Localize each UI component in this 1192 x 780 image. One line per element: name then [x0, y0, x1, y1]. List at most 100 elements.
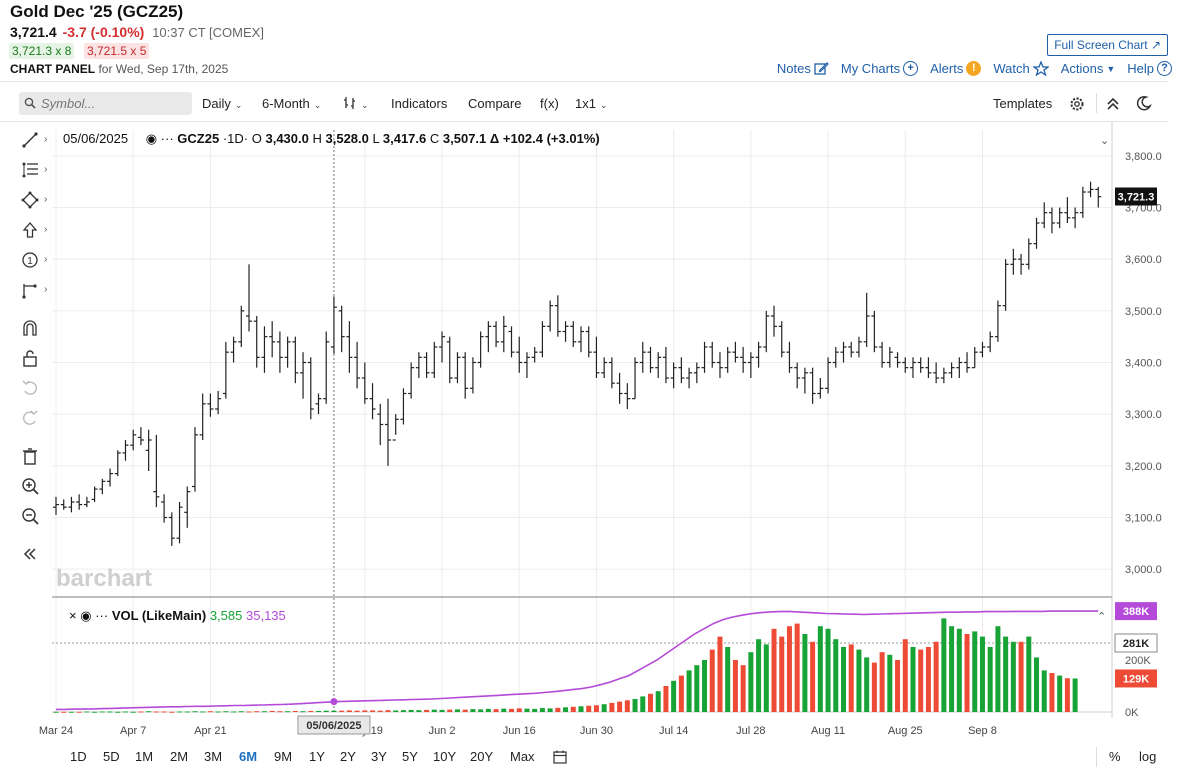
range-1m[interactable]: 1M	[135, 749, 154, 764]
layout-dropdown[interactable]: 1x1 ⌄	[575, 96, 608, 111]
actions-button[interactable]: Actions ▼	[1061, 61, 1116, 76]
ohlc-bar	[971, 347, 978, 369]
ohlc-bar	[292, 336, 299, 384]
chart-canvas[interactable]: 3,800.0 3,700.0 3,600.0 3,500.0 3,400.0 3,300…	[0, 122, 1192, 742]
ohlc-bar	[500, 316, 507, 353]
dark-mode-moon-icon[interactable]	[1136, 95, 1152, 111]
volume-bar	[910, 647, 916, 712]
full-screen-chart-button[interactable]: Full Screen Chart ↗	[1047, 34, 1168, 56]
date-tick-label: Apr 21	[194, 725, 226, 737]
range-10y[interactable]: 10Y	[433, 749, 457, 764]
ohlc-bar	[1056, 207, 1063, 229]
volume-bar	[524, 708, 530, 712]
more-icon[interactable]: ···	[95, 608, 109, 623]
chevron-right-icon[interactable]: ›	[44, 284, 48, 295]
bar-type-dropdown[interactable]: ⌄	[343, 96, 369, 111]
range-5y[interactable]: 5Y	[402, 749, 418, 764]
price-tick-label: 3,700.0	[1125, 203, 1162, 215]
volume-bar	[323, 710, 329, 712]
chevron-right-icon[interactable]: ›	[44, 164, 48, 175]
chart-panel-date: CHART PANEL for Wed, Sep 17th, 2025	[10, 62, 228, 76]
volume-bar	[748, 652, 754, 712]
watch-button[interactable]: Watch	[993, 61, 1049, 76]
notes-button[interactable]: Notes	[777, 61, 829, 76]
ohlc-bar	[732, 341, 739, 363]
ohlc-bar	[763, 310, 770, 353]
chevron-right-icon[interactable]: ›	[44, 254, 48, 265]
remove-study-icon[interactable]: ×	[69, 608, 77, 623]
volume-bar	[732, 660, 738, 712]
range-1d[interactable]: 1D	[70, 749, 87, 764]
collapse-sidebar-icon[interactable]	[20, 544, 40, 564]
chevron-right-icon[interactable]: ›	[44, 194, 48, 205]
period-dropdown[interactable]: 6-Month ⌄	[262, 96, 321, 111]
volume-bar	[447, 709, 453, 712]
calendar-icon[interactable]	[553, 750, 567, 764]
annotation-tool-icon[interactable]: 1	[20, 250, 40, 270]
zoom-out-icon[interactable]	[20, 506, 40, 526]
ohlc-bar	[191, 427, 198, 492]
log-scale-toggle[interactable]: log	[1139, 749, 1157, 764]
ohlc-bar	[801, 367, 808, 394]
ohlc-bar	[894, 352, 901, 368]
magnet-icon[interactable]	[20, 318, 40, 338]
volume-bar	[177, 711, 183, 713]
redo-icon[interactable]	[20, 408, 40, 428]
help-label: Help	[1127, 61, 1154, 76]
unlock-icon[interactable]	[20, 348, 40, 368]
range-5d[interactable]: 5D	[103, 749, 120, 764]
arrow-up-tool-icon[interactable]	[20, 220, 40, 240]
trash-icon[interactable]	[20, 446, 40, 466]
edit-icon	[814, 61, 829, 75]
my-charts-button[interactable]: My Charts +	[841, 61, 919, 76]
chevron-right-icon[interactable]: ›	[44, 224, 48, 235]
interval-label: Daily	[202, 96, 231, 111]
range-2m[interactable]: 2M	[170, 749, 189, 764]
star-icon	[1032, 61, 1049, 76]
symbol-search-input[interactable]	[19, 92, 192, 115]
range-3y[interactable]: 3Y	[371, 749, 387, 764]
undo-icon[interactable]	[20, 378, 40, 398]
fx-button[interactable]: f(x)	[540, 96, 559, 111]
volume-bar	[84, 711, 90, 713]
date-tick-label: Aug 25	[888, 725, 923, 737]
ohlc-bar	[153, 434, 160, 508]
range-1y[interactable]: 1Y	[309, 749, 325, 764]
volume-bar	[601, 704, 607, 712]
range-2y[interactable]: 2Y	[340, 749, 356, 764]
volume-bar	[1003, 636, 1009, 712]
trendline-tool-icon[interactable]	[20, 130, 40, 150]
range-20y[interactable]: 20Y	[470, 749, 494, 764]
ohlc-bar	[570, 321, 577, 347]
range-9m[interactable]: 9M	[274, 749, 293, 764]
alerts-button[interactable]: Alerts !	[930, 61, 982, 76]
volume-bar	[647, 693, 653, 712]
settings-gear-icon[interactable]	[1069, 96, 1085, 112]
zoom-in-icon[interactable]	[20, 476, 40, 496]
compare-button[interactable]: Compare	[468, 96, 522, 111]
help-button[interactable]: Help ?	[1127, 61, 1172, 76]
indicators-button[interactable]: Indicators	[391, 96, 448, 111]
percent-scale-toggle[interactable]: %	[1109, 749, 1121, 764]
templates-button[interactable]: Templates	[993, 96, 1053, 111]
range-3m[interactable]: 3M	[204, 749, 223, 764]
eye-icon[interactable]: ◉	[145, 131, 158, 146]
collapse-up-icon[interactable]	[1106, 96, 1120, 112]
ohlc-bar	[809, 367, 816, 404]
quote-line: 3,721.4 -3.7 (-0.10%) 10:37 CT [COMEX]	[10, 24, 264, 40]
shapes-tool-icon[interactable]	[20, 190, 40, 210]
range-6m[interactable]: 6M	[239, 749, 258, 764]
measure-tool-icon[interactable]	[20, 280, 40, 300]
volume-bar	[949, 626, 955, 712]
ohlc-bar	[68, 496, 75, 513]
range-max[interactable]: Max	[510, 749, 535, 764]
fibonacci-tool-icon[interactable]	[20, 160, 40, 180]
more-icon[interactable]: ···	[160, 131, 174, 146]
ohlc-bar	[1095, 186, 1102, 208]
interval-dropdown[interactable]: Daily ⌄	[202, 96, 242, 111]
volume-bar	[61, 711, 67, 713]
eye-icon[interactable]: ◉	[80, 608, 92, 623]
volume-bar	[385, 710, 391, 712]
chevron-right-icon[interactable]: ›	[44, 134, 48, 145]
volume-bar	[146, 711, 152, 713]
